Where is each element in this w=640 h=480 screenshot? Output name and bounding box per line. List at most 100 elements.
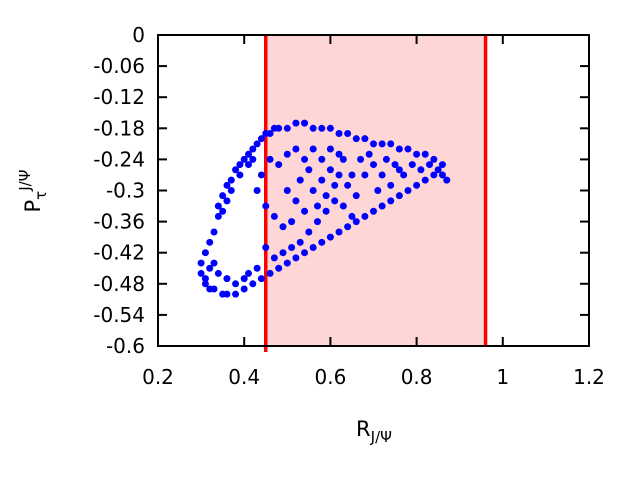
scatter-point xyxy=(201,280,209,288)
scatter-point xyxy=(335,129,343,137)
scatter-point xyxy=(301,249,309,257)
scatter-point xyxy=(266,129,274,137)
scatter-point xyxy=(288,244,296,252)
scatter-point xyxy=(361,135,369,143)
scatter-point xyxy=(214,202,222,210)
y-tick-label: -0.42 xyxy=(93,241,145,265)
axes-layer: 0.2 0.4 0.6 0.8 1 1.2 0 -0.06 -0.12 -0.18 -0.24 -0.… xyxy=(93,23,605,389)
scatter-point xyxy=(413,150,421,158)
y-tick-label: -0.12 xyxy=(93,85,145,109)
y-axis-label: PτJ/Ψ xyxy=(16,170,50,213)
scatter-point xyxy=(370,140,377,148)
scatter-point xyxy=(352,218,360,226)
scatter-point xyxy=(309,124,317,132)
x-tick-label: 0.6 xyxy=(314,365,346,389)
scatter-point xyxy=(426,161,434,169)
scatter-point xyxy=(365,150,373,158)
scatter-point xyxy=(236,171,244,179)
scatter-point xyxy=(326,166,334,174)
scatter-point xyxy=(438,161,446,169)
scatter-point xyxy=(253,187,261,194)
highlight-band-layer xyxy=(264,35,488,352)
scatter-point xyxy=(339,155,347,163)
scatter-point xyxy=(382,155,390,163)
scatter-point xyxy=(361,171,369,179)
scatter-point xyxy=(232,290,240,298)
y-tick-label: -0.6 xyxy=(106,334,145,358)
scatter-point xyxy=(227,176,235,184)
x-tick-label: 0.4 xyxy=(228,365,260,389)
scatter-point xyxy=(305,228,313,236)
scatter-point xyxy=(301,119,309,127)
scatter-point xyxy=(326,124,334,132)
y-tick-label: -0.18 xyxy=(93,116,145,140)
scatter-point xyxy=(313,202,321,210)
scatter-point xyxy=(395,145,403,153)
scatter-point xyxy=(249,145,257,153)
scatter-point xyxy=(292,119,300,127)
scatter-point xyxy=(201,275,209,283)
scatter-point xyxy=(335,228,343,236)
scatter-point xyxy=(210,285,218,293)
scatter-point xyxy=(344,181,352,189)
scatter-point xyxy=(270,254,278,262)
axis-labels-layer: RJ/Ψ PτJ/Ψ xyxy=(16,170,392,447)
scatter-point xyxy=(404,187,412,194)
scatter-point xyxy=(309,244,317,252)
scatter-point xyxy=(370,161,377,169)
x-tick-label: 1 xyxy=(496,365,509,389)
scatter-point xyxy=(395,166,403,174)
scatter-point xyxy=(292,254,300,262)
scatter-point xyxy=(219,207,227,215)
scatter-point xyxy=(223,197,231,205)
scatter-point xyxy=(309,145,317,153)
scatter-point xyxy=(245,269,253,277)
scatter-point xyxy=(421,150,429,158)
scatter-point xyxy=(283,187,291,194)
scatter-point xyxy=(197,269,205,277)
scatter-point xyxy=(275,124,283,132)
scatter-point xyxy=(232,166,240,174)
scatter-point xyxy=(249,155,257,163)
x-tick-label: 1.2 xyxy=(573,365,605,389)
scatter-point xyxy=(245,150,253,158)
scatter-point xyxy=(408,161,416,169)
scatter-point xyxy=(266,155,274,163)
scatter-point xyxy=(206,264,214,272)
scatter-point xyxy=(430,171,438,179)
scatter-point xyxy=(210,259,218,267)
scatter-point xyxy=(236,161,244,169)
scatter-points-layer xyxy=(197,119,451,298)
y-tick-label: -0.24 xyxy=(93,147,145,171)
scatter-point xyxy=(326,233,334,241)
scatter-point xyxy=(292,145,300,153)
scatter-point xyxy=(257,135,265,143)
y-tick-label: 0 xyxy=(132,23,145,47)
scatter-point xyxy=(344,129,352,137)
scatter-point xyxy=(227,187,235,194)
scatter-point xyxy=(296,238,304,246)
scatter-point xyxy=(232,280,240,288)
scatter-point xyxy=(262,244,270,252)
scatter-point xyxy=(301,155,309,163)
scatter-point xyxy=(318,124,326,132)
scatter-point xyxy=(370,207,377,215)
scatter-point xyxy=(214,212,222,220)
scatter-point xyxy=(322,192,330,200)
y-tick-label: -0.3 xyxy=(106,179,145,203)
y-tick-label: -0.06 xyxy=(93,54,145,78)
y-tick-label: -0.54 xyxy=(93,303,145,327)
scatter-point xyxy=(266,269,274,277)
scatter-point xyxy=(262,202,270,210)
scatter-point xyxy=(378,140,386,148)
scatter-point xyxy=(421,176,429,184)
scatter-point xyxy=(357,155,365,163)
scatter-point xyxy=(400,171,408,179)
x-axis-label: RJ/Ψ xyxy=(356,417,392,446)
scatter-point xyxy=(344,223,352,231)
scatter-point xyxy=(352,135,360,143)
scatter-point xyxy=(430,155,438,163)
scatter-point xyxy=(374,187,382,194)
scatter-point xyxy=(318,176,326,184)
